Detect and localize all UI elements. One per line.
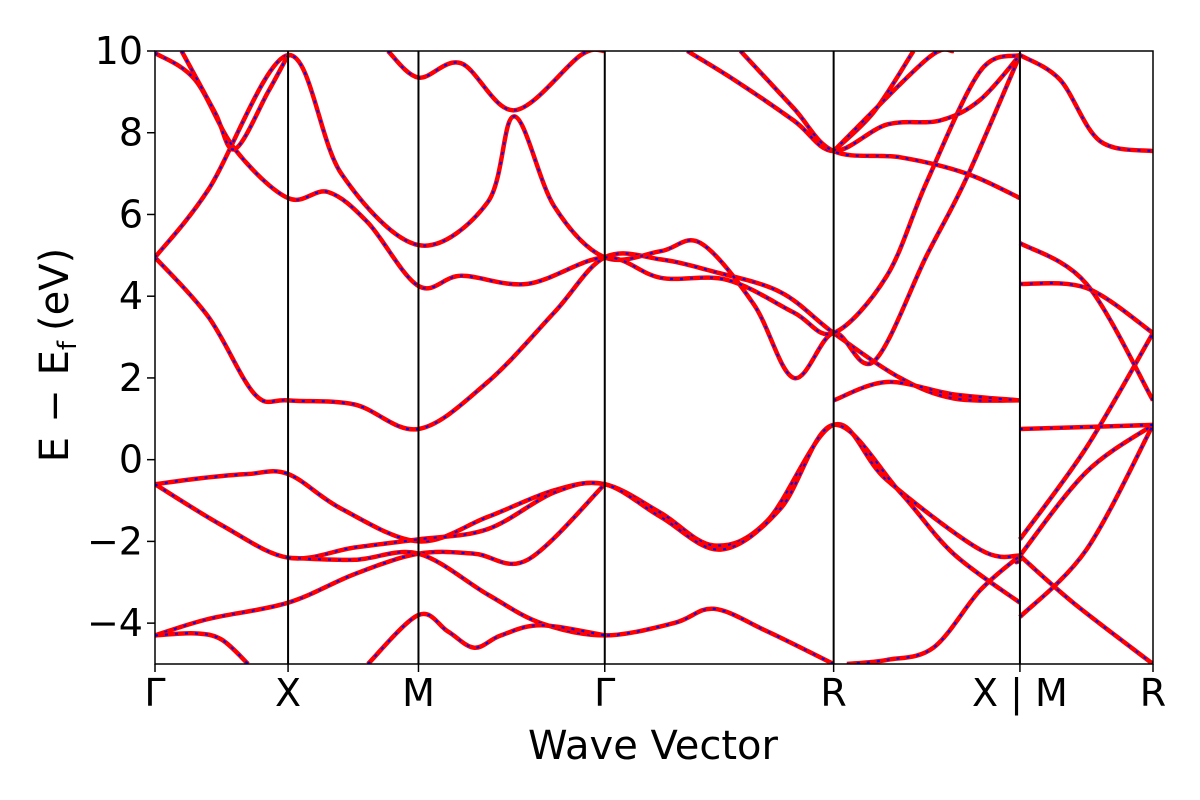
y-tick-label-3: 2	[119, 356, 143, 400]
band-dft-3	[155, 631, 250, 664]
y-label-unit: (eV)	[32, 248, 78, 331]
band-fit-8	[1019, 554, 1153, 664]
x-tick-label-5: X | M	[972, 671, 1068, 716]
y-axis: −4 −2 0 2 4 6 8 10	[87, 29, 155, 645]
band-fit-1	[155, 423, 1021, 604]
band-fit-16	[686, 51, 1021, 153]
x-tick-label-6: R	[1140, 671, 1166, 715]
band-dft-11	[155, 251, 1020, 432]
x-tick-label-3: Γ	[594, 671, 615, 715]
x-tick-label-4: R	[820, 671, 846, 715]
band-dft-23	[832, 379, 1021, 403]
y-tick-label-1: −2	[87, 519, 143, 563]
band-fit-13	[155, 52, 1021, 336]
plot-frame	[154, 50, 1154, 665]
band-dft-12	[155, 52, 1022, 381]
x-axis: Γ X M Γ R X | M R	[144, 664, 1166, 716]
band-fit-11	[155, 252, 1020, 431]
y-tick-label-5: 6	[119, 192, 143, 236]
band-dft-4	[288, 549, 835, 664]
band-dft-9	[1018, 423, 1153, 619]
kpath-lines	[287, 51, 1021, 664]
y-label-e: E	[32, 437, 78, 462]
y-tick-label-4: 4	[119, 274, 143, 318]
band-dft-8	[1018, 554, 1153, 664]
band-dft-5	[366, 611, 606, 664]
band-dft-19	[832, 51, 955, 153]
y-label-ef: E	[32, 350, 78, 375]
band-fit-2	[155, 483, 606, 637]
x-tick-label-0: Γ	[144, 671, 165, 715]
band-dft-6	[846, 553, 1022, 664]
band-fit-20	[1019, 242, 1153, 401]
band-fit-22	[1019, 54, 1153, 153]
y-tick-label-0: −4	[87, 601, 143, 645]
band-dft-1	[155, 422, 1022, 605]
band-fit-0	[155, 423, 1153, 564]
band-dft-14	[386, 51, 606, 113]
band-dft-20	[1018, 241, 1153, 402]
y-tick-label-7: 10	[95, 29, 143, 73]
y-label-minus: −	[32, 389, 78, 423]
y-tick-label-2: 0	[119, 438, 143, 482]
band-dft-15	[179, 51, 291, 152]
band-dft-7	[1018, 331, 1153, 541]
band-fit-21	[1019, 282, 1153, 334]
bands-layer	[155, 51, 1153, 664]
y-tick-label-6: 8	[119, 111, 143, 155]
y-label-ef-sub: f	[53, 340, 83, 350]
band-fit-6	[846, 554, 1021, 664]
band-fit-9	[1019, 424, 1153, 618]
band-dft-0	[155, 421, 1153, 565]
band-dft-2	[155, 482, 607, 638]
x-tick-label-2: M	[402, 671, 435, 715]
band-fit-12	[155, 54, 1021, 379]
x-tick-label-1: X	[275, 671, 301, 715]
band-fit-5	[367, 612, 605, 664]
x-axis-label: Wave Vector	[528, 723, 779, 769]
band-dft-22	[1018, 53, 1153, 154]
band-dft-10	[1019, 422, 1153, 432]
band-dft-17	[738, 51, 1021, 201]
band-dft-21	[1019, 280, 1153, 335]
y-axis-label: E − Ef (eV)	[32, 248, 83, 462]
